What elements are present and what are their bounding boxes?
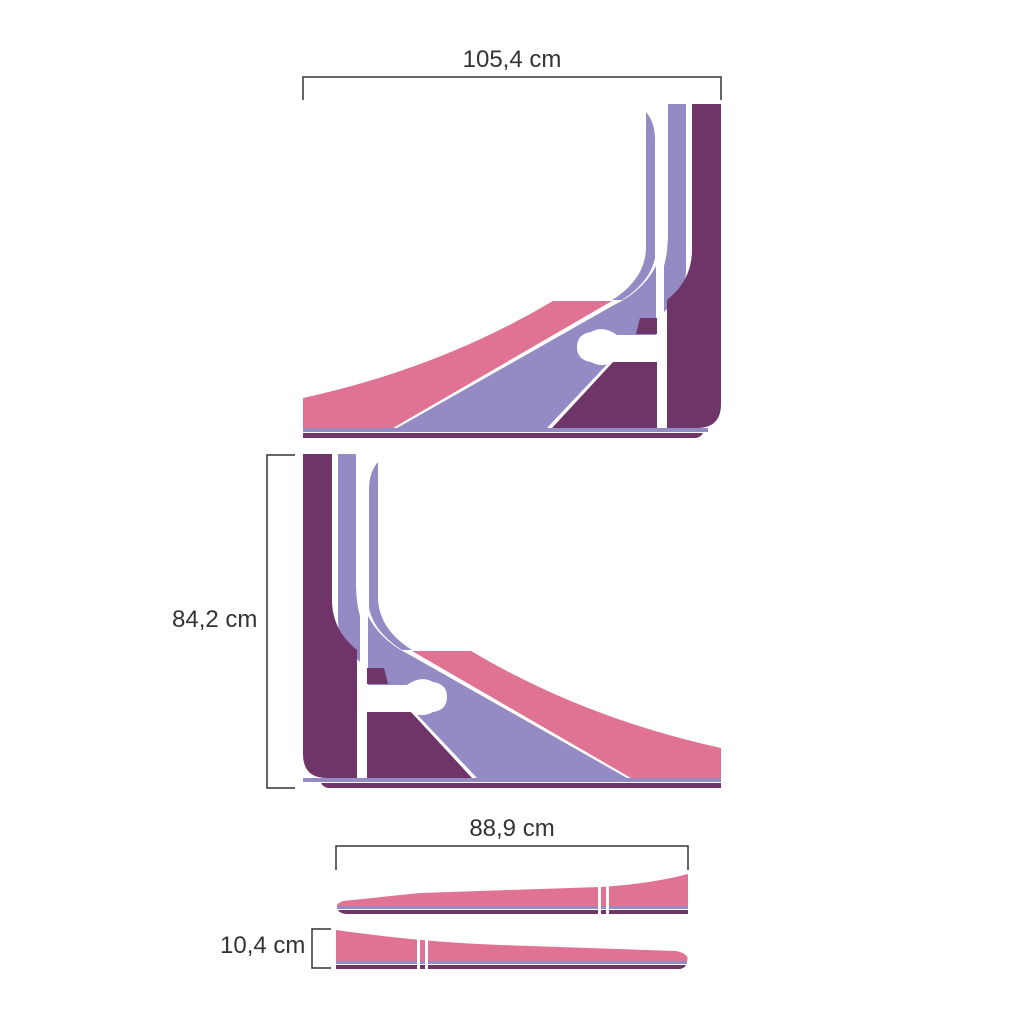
dimension-bracket-top-width (302, 76, 722, 100)
profile-lavender-strip (336, 961, 687, 964)
pink-ramp (412, 651, 721, 778)
profile-cut-line (417, 938, 420, 970)
pink-profile (336, 930, 688, 961)
side-profile-rising-right (336, 874, 688, 916)
profile-lavender-strip (337, 906, 688, 909)
lavender-curve-top (369, 462, 412, 650)
wedge-view-top (303, 104, 721, 438)
base-strip-lavender (303, 778, 721, 782)
dark-gap-block (636, 318, 657, 334)
base-strip-dark (321, 783, 721, 788)
dark-back-pillar (667, 104, 721, 428)
profile-dark-strip (338, 910, 688, 914)
lavender-curve-top (612, 112, 655, 300)
base-strip-dark (303, 433, 703, 438)
dark-lower-wedge (367, 712, 472, 778)
dimension-label-length: 88,9 cm (469, 815, 555, 842)
dimension-label-thickness: 10,4 cm (220, 932, 306, 959)
profile-cut-line (598, 884, 601, 916)
profile-dark-strip (336, 965, 686, 969)
dimension-bracket-length (335, 845, 689, 870)
dark-lower-wedge (552, 362, 657, 428)
profile-cut-line (606, 884, 609, 916)
dimension-label-top-width: 105,4 cm (462, 46, 562, 73)
dark-gap-block (367, 668, 388, 684)
handle-pill (577, 329, 657, 366)
dimension-bracket-thickness (311, 928, 331, 969)
wedge-view-middle (303, 454, 721, 788)
dimension-bracket-height (266, 454, 295, 789)
handle-pill (367, 679, 447, 716)
lavender-back-strip (338, 454, 360, 662)
lavender-back-strip (664, 104, 686, 312)
profile-cut-line (425, 938, 428, 970)
dark-back-pillar (303, 454, 357, 778)
base-strip-lavender (303, 428, 708, 432)
dimension-label-height: 84,2 cm (172, 606, 258, 633)
pink-ramp (303, 301, 612, 428)
side-profile-rising-left (336, 930, 688, 970)
pink-profile (336, 874, 688, 906)
